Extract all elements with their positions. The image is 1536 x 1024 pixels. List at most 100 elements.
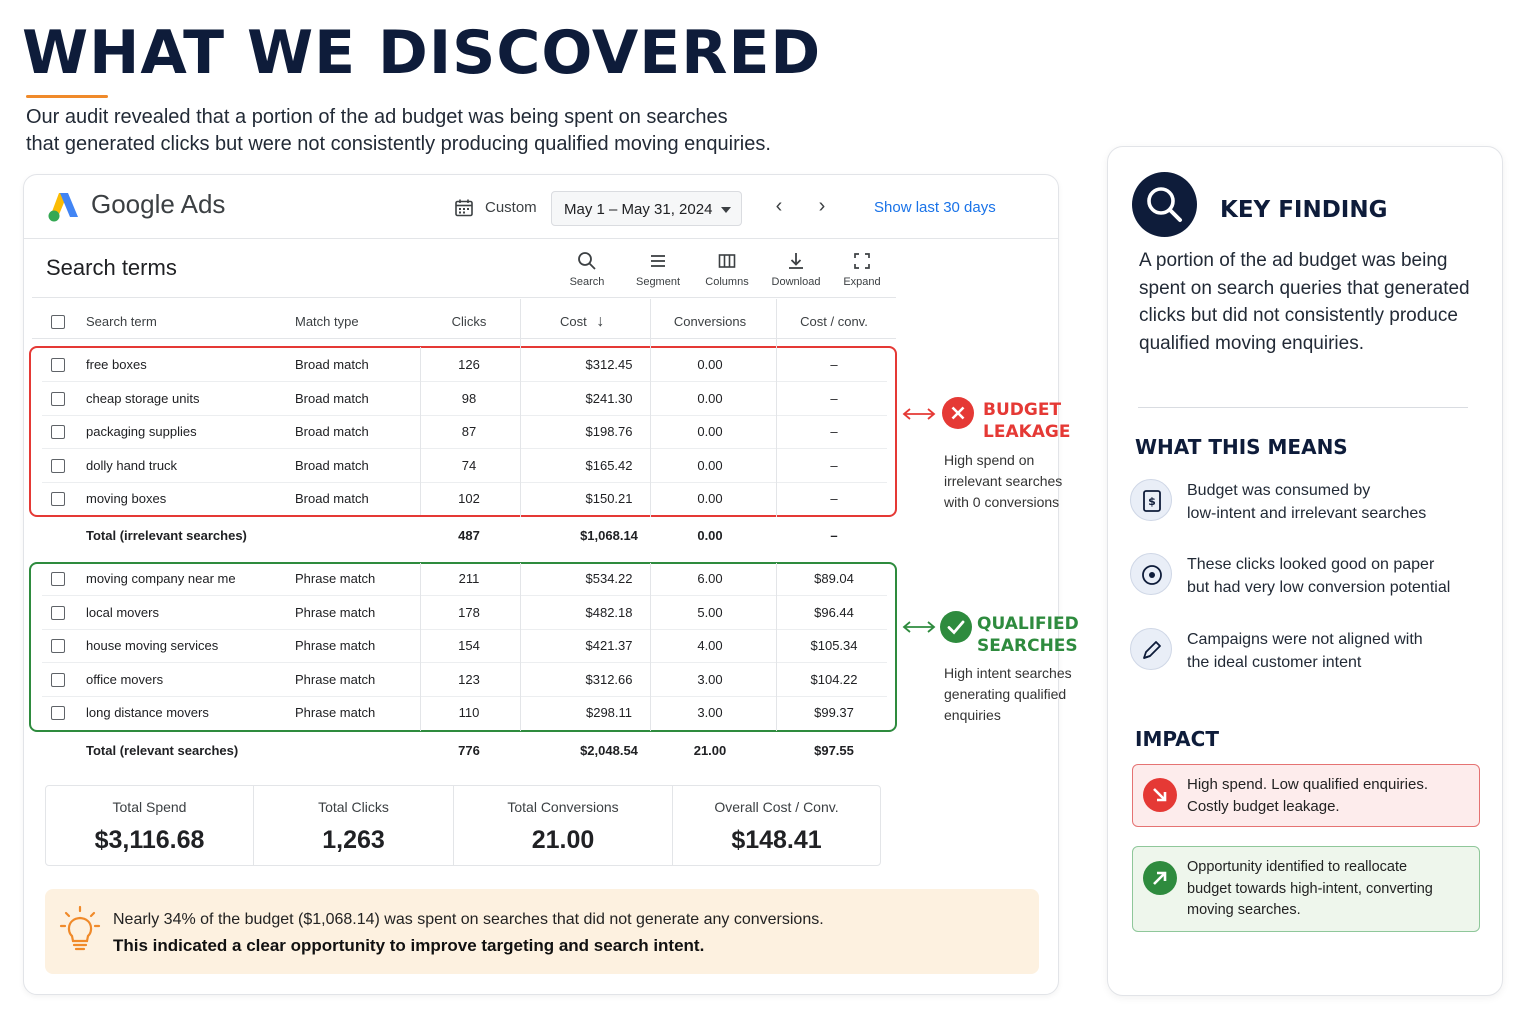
summary-value: 21.00 [531, 826, 595, 854]
google-ads-panel: Google Ads Custom May 1 – May 31, 2024 ‹… [23, 174, 1059, 995]
column-divider [650, 299, 651, 517]
row-checkbox[interactable] [51, 639, 65, 653]
row-divider [42, 595, 887, 596]
clicks-cell: 154 [458, 638, 480, 653]
cost-per-conv-cell: $97.55 [814, 743, 854, 758]
summary-label: Total Clicks [318, 799, 389, 815]
means-line: the ideal customer intent [1187, 654, 1362, 671]
calendar-icon[interactable] [454, 198, 474, 218]
magnifier-icon [1132, 172, 1197, 237]
qualified-searches-title: QUALIFIED SEARCHES [977, 613, 1079, 657]
callout-desc-line: High intent searches [944, 665, 1072, 681]
cost-cell: $421.37 [585, 638, 633, 653]
clicks-cell: 74 [461, 458, 477, 473]
match-type-cell: Phrase match [295, 638, 376, 653]
match-type-cell: Broad match [295, 458, 369, 473]
col-header-conversions[interactable]: Conversions [673, 314, 747, 329]
row-checkbox[interactable] [51, 673, 65, 687]
row-checkbox[interactable] [51, 358, 65, 372]
row-divider [42, 381, 887, 382]
match-type-cell: Phrase match [295, 571, 376, 586]
row-checkbox[interactable] [51, 425, 65, 439]
col-header-cost-per-conv[interactable]: Cost / conv. [800, 314, 868, 329]
conversions-cell: 0.00 [697, 458, 723, 473]
means-line: These clicks looked good on paper [1187, 556, 1435, 573]
segment-tool-button[interactable]: Segment [628, 251, 688, 288]
search-term-cell: moving boxes [86, 491, 167, 506]
row-checkbox[interactable] [51, 606, 65, 620]
conversions-cell: 0.00 [697, 391, 723, 406]
col-header-search-term[interactable]: Search term [86, 314, 157, 329]
conversions-cell: 5.00 [697, 605, 723, 620]
clicks-cell: 98 [461, 391, 477, 406]
match-type-cell: Broad match [295, 391, 369, 406]
row-checkbox[interactable] [51, 572, 65, 586]
summary-total-conversions: Total Conversions 21.00 [454, 786, 673, 865]
summary-total-spend: Total Spend $3,116.68 [46, 786, 254, 865]
col-header-cost[interactable]: Cost ↓ [560, 313, 605, 330]
row-checkbox[interactable] [51, 706, 65, 720]
match-type-cell: Broad match [295, 357, 369, 372]
download-icon [789, 253, 803, 269]
callout-title-line: QUALIFIED [977, 614, 1079, 634]
search-icon [578, 252, 596, 270]
cost-cell: $241.30 [585, 391, 633, 406]
col-header-match-type[interactable]: Match type [295, 314, 359, 329]
callout-desc-line: with 0 conversions [944, 494, 1060, 510]
budget-icon: $ [1130, 479, 1172, 521]
search-term-cell: house moving services [86, 638, 219, 653]
impact-line: Opportunity identified to reallocate [1187, 859, 1408, 875]
means-line: Budget was consumed by [1187, 482, 1371, 499]
impact-line: moving searches. [1187, 902, 1301, 918]
impact-line: budget towards high-intent, converting [1187, 880, 1433, 897]
clicks-cell: 776 [458, 743, 480, 758]
search-tool-button[interactable]: Search [557, 251, 617, 288]
conversions-cell: 4.00 [697, 638, 723, 653]
select-all-checkbox[interactable] [51, 315, 65, 329]
callout-desc-line: irrelevant searches [944, 473, 1063, 489]
impact-negative: High spend. Low qualified enquiries. Cos… [1132, 764, 1480, 827]
row-checkbox[interactable] [51, 459, 65, 473]
col-header-clicks[interactable]: Clicks [451, 314, 487, 329]
summary-label: Total Spend [112, 799, 187, 815]
cost-cell: $482.18 [585, 605, 633, 620]
search-term-cell: moving company near me [86, 571, 236, 586]
subtitle-line-2: that generated clicks but were not consi… [26, 133, 771, 155]
callout-desc-line: generating qualified [944, 686, 1067, 702]
row-checkbox[interactable] [51, 492, 65, 506]
conversions-cell: 0.00 [697, 491, 723, 506]
date-range-select[interactable]: May 1 – May 31, 2024 [551, 191, 742, 226]
conversions-cell: 21.00 [693, 743, 727, 758]
tool-label: Expand [843, 276, 881, 288]
row-checkbox[interactable] [51, 392, 65, 406]
impact-heading: IMPACT [1135, 727, 1219, 751]
lightbulb-icon [59, 905, 101, 951]
callout-title-line: BUDGET [983, 400, 1062, 420]
chevron-down-icon [721, 207, 731, 213]
column-divider [776, 563, 777, 731]
conversions-cell: 0.00 [697, 357, 723, 372]
relevant-searches-highlight [29, 562, 897, 732]
target-icon [1130, 553, 1172, 595]
clicks-cell: 123 [458, 672, 480, 687]
chevron-left-icon[interactable]: ‹ [775, 195, 783, 217]
columns-tool-button[interactable]: Columns [697, 251, 757, 288]
chevron-right-icon[interactable]: › [818, 195, 826, 217]
cost-cell: $298.11 [585, 705, 633, 720]
cost-per-conv-cell: $99.37 [814, 705, 854, 720]
check-icon [940, 611, 972, 643]
show-last-30-days-link[interactable]: Show last 30 days [874, 199, 996, 216]
clicks-cell: 102 [458, 491, 480, 506]
date-mode-label: Custom [485, 199, 537, 216]
download-tool-button[interactable]: Download [766, 251, 826, 288]
cost-cell: $2,048.54 [580, 743, 638, 758]
col-header-cost-label: Cost [560, 314, 587, 329]
arrow-down-icon: ↓ [596, 313, 605, 330]
column-divider [520, 563, 521, 731]
expand-tool-button[interactable]: Expand [832, 251, 892, 288]
cost-per-conv-cell: $104.22 [810, 672, 858, 687]
search-term-cell: long distance movers [86, 705, 209, 720]
row-divider [42, 415, 887, 416]
row-divider [42, 448, 887, 449]
tool-label: Segment [635, 276, 681, 288]
